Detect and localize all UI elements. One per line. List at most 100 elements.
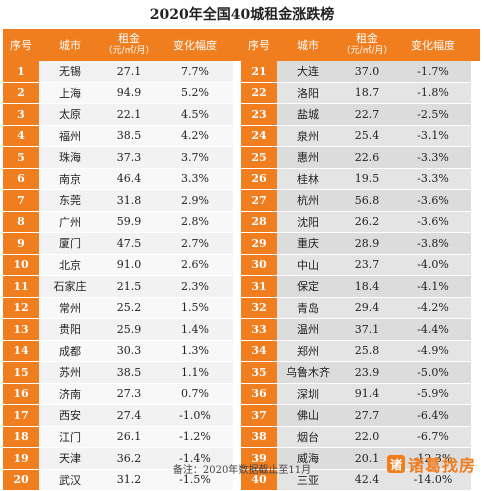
header-rent-right: 租金 （元/㎡/月） xyxy=(339,32,395,58)
city-cell: 上海 xyxy=(39,83,101,104)
city-cell: 无锡 xyxy=(39,61,101,82)
city-cell: 保定 xyxy=(277,276,339,297)
change-cell: 2.3% xyxy=(157,276,233,297)
change-cell: -3.8% xyxy=(395,233,471,254)
city-cell: 洛阳 xyxy=(277,83,339,104)
rank-cell: 37 xyxy=(241,405,277,426)
rent-cell: 18.7 xyxy=(339,83,395,104)
city-cell: 桂林 xyxy=(277,169,339,190)
rent-cell: 94.9 xyxy=(101,83,157,104)
rank-cell: 7 xyxy=(3,190,39,211)
rent-cell: 37.0 xyxy=(339,61,395,82)
city-cell: 福州 xyxy=(39,126,101,147)
city-cell: 广州 xyxy=(39,212,101,233)
city-cell: 成都 xyxy=(39,341,101,362)
change-cell: -1.7% xyxy=(395,61,471,82)
city-cell: 石家庄 xyxy=(39,276,101,297)
city-cell: 珠海 xyxy=(39,147,101,168)
header-city-right: 城市 xyxy=(277,39,339,52)
city-cell: 盐城 xyxy=(277,104,339,125)
rank-cell: 21 xyxy=(241,61,277,82)
rent-cell: 25.2 xyxy=(101,298,157,319)
city-cell: 郑州 xyxy=(277,341,339,362)
rank-cell: 30 xyxy=(241,255,277,276)
city-cell: 贵阳 xyxy=(39,319,101,340)
rent-cell: 27.1 xyxy=(101,61,157,82)
change-cell: 2.9% xyxy=(157,190,233,211)
city-cell: 青岛 xyxy=(277,298,339,319)
table-header: 序号 城市 租金 （元/㎡/月） 变化幅度 序号 城市 租金 （元/㎡/月） 变… xyxy=(3,29,480,61)
rent-cell: 91.4 xyxy=(339,384,395,405)
rent-cell: 38.5 xyxy=(101,126,157,147)
header-rent-right-line2: （元/㎡/月） xyxy=(339,45,395,58)
change-cell: -4.9% xyxy=(395,341,471,362)
city-cell: 泉州 xyxy=(277,126,339,147)
rank-cell: 31 xyxy=(241,276,277,297)
header-city: 城市 xyxy=(39,39,101,52)
rent-cell: 25.8 xyxy=(339,341,395,362)
rent-cell: 19.5 xyxy=(339,169,395,190)
logo-text: 诸葛找房 xyxy=(408,452,476,476)
change-cell: -3.3% xyxy=(395,147,471,168)
rank-cell: 29 xyxy=(241,233,277,254)
city-cell: 乌鲁木齐 xyxy=(277,362,339,383)
header-rent-line1: 租金 xyxy=(101,32,157,45)
rent-cell: 46.4 xyxy=(101,169,157,190)
rent-cell: 18.4 xyxy=(339,276,395,297)
rent-cell: 47.5 xyxy=(101,233,157,254)
change-cell: -3.6% xyxy=(395,190,471,211)
rent-cell: 37.3 xyxy=(101,147,157,168)
rent-cell: 21.5 xyxy=(101,276,157,297)
rank-cell: 14 xyxy=(3,341,39,362)
change-cell: 2.7% xyxy=(157,233,233,254)
header-rent-line2: （元/㎡/月） xyxy=(101,45,157,58)
change-cell: -3.1% xyxy=(395,126,471,147)
change-cell: 2.6% xyxy=(157,255,233,276)
header-rank: 序号 xyxy=(3,39,39,52)
change-cell: -5.0% xyxy=(395,362,471,383)
change-cell: 3.7% xyxy=(157,147,233,168)
rank-cell: 38 xyxy=(241,427,277,448)
rank-cell: 36 xyxy=(241,384,277,405)
rank-cell: 4 xyxy=(3,126,39,147)
rent-cell: 22.7 xyxy=(339,104,395,125)
rank-cell: 32 xyxy=(241,298,277,319)
change-cell: -5.9% xyxy=(395,384,471,405)
change-cell: -2.5% xyxy=(395,104,471,125)
city-cell: 杭州 xyxy=(277,190,339,211)
change-cell: -4.1% xyxy=(395,276,471,297)
rank-cell: 33 xyxy=(241,319,277,340)
rank-cell: 10 xyxy=(3,255,39,276)
rent-cell: 59.9 xyxy=(101,212,157,233)
page-title: 2020年全国40城租金涨跌榜 xyxy=(0,4,484,24)
brand-logo: 诸 诸葛找房 xyxy=(387,452,476,476)
